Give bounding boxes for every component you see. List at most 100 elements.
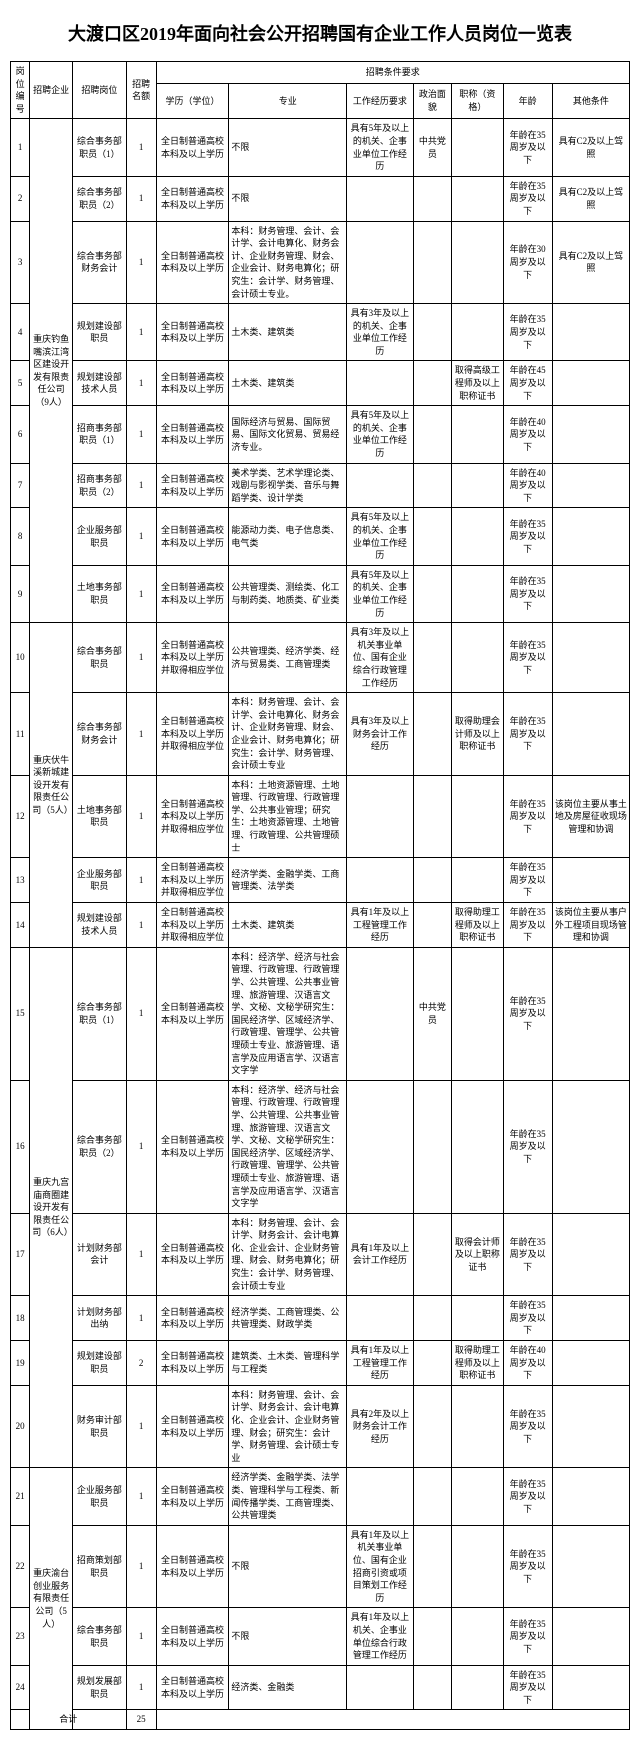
cell-num: 1 — [126, 304, 156, 361]
cell-major: 土木类、建筑类 — [229, 361, 347, 406]
table-row: 10重庆伏牛溪新城建设开发有限责任公司（5人）综合事务部职员1全日制普通高校本科… — [11, 623, 630, 693]
table-row: 15重庆九宫庙商圈建设开发有限责任公司（6人）综合事务部职员（1）1全日制普通高… — [11, 947, 630, 1080]
cell-qual — [452, 1665, 503, 1710]
cell-pol — [413, 1080, 452, 1213]
cell-qual: 取得助理工程师及以上职称证书 — [452, 1341, 503, 1386]
cell-idx: 9 — [11, 565, 30, 622]
cell-major: 经济学类、工商管理类、公共管理类、财政学类 — [229, 1296, 347, 1341]
cell-num: 1 — [126, 1213, 156, 1296]
cell-edu: 全日制普通高校本科及以上学历 — [156, 361, 229, 406]
cell-oth — [552, 1385, 629, 1468]
cell-edu: 全日制普通高校本科及以上学历 — [156, 463, 229, 508]
cell-exp — [347, 1665, 413, 1710]
cell-total-label: 合计 — [11, 1710, 127, 1730]
cell-exp: 具有3年及以上机关事业单位、国有企业综合行政管理工作经历 — [347, 623, 413, 693]
cell-age: 年龄在35周岁及以下 — [503, 565, 552, 622]
cell-exp: 具有1年及以上工程管理工作经历 — [347, 1341, 413, 1386]
cell-num: 1 — [126, 693, 156, 776]
cell-pos: 招商事务部职员（1） — [73, 406, 127, 463]
cell-num: 1 — [126, 221, 156, 304]
cell-qual — [452, 1608, 503, 1665]
table-row: 5规划建设部技术人员1全日制普通高校本科及以上学历土木类、建筑类取得高级工程师及… — [11, 361, 630, 406]
th-other: 其他条件 — [552, 83, 629, 119]
cell-idx: 13 — [11, 858, 30, 903]
cell-pos: 综合事务部职员 — [73, 1608, 127, 1665]
cell-major: 建筑类、土木类、管理科学与工程类 — [229, 1341, 347, 1386]
cell-oth: 具有C2及以上驾照 — [552, 176, 629, 221]
cell-idx: 11 — [11, 693, 30, 776]
cell-idx: 4 — [11, 304, 30, 361]
cell-exp: 具有5年及以上的机关、企事业单位工作经历 — [347, 508, 413, 565]
cell-oth — [552, 693, 629, 776]
cell-age: 年龄在35周岁及以下 — [503, 304, 552, 361]
cell-age: 年龄在35周岁及以下 — [503, 1468, 552, 1525]
cell-idx: 20 — [11, 1385, 30, 1468]
cell-oth — [552, 1341, 629, 1386]
cell-idx: 2 — [11, 176, 30, 221]
cell-edu: 全日制普通高校本科及以上学历 — [156, 221, 229, 304]
cell-idx: 10 — [11, 623, 30, 693]
cell-oth — [552, 1468, 629, 1525]
cell-major: 本科：财务管理、会计、会计学、财务会计、会计电算化、企业会计、企业财务管理、财会… — [229, 1213, 347, 1296]
cell-pos: 综合事务部职员（2） — [73, 176, 127, 221]
cell-pol — [413, 623, 452, 693]
cell-major: 本科：经济学、经济与社会管理、行政管理、行政管理学、公共管理、公共事业管理、旅游… — [229, 947, 347, 1080]
positions-table: 岗位编号 招聘企业 招聘岗位 招聘名额 招聘条件要求 学历（学位） 专业 工作经… — [10, 61, 630, 1730]
cell-edu: 全日制普通高校本科及以上学历并取得相应学位 — [156, 903, 229, 948]
cell-pos: 规划建设部技术人员 — [73, 361, 127, 406]
cell-num: 1 — [126, 1665, 156, 1710]
cell-pos: 企业服务部职员 — [73, 508, 127, 565]
cell-num: 1 — [126, 1296, 156, 1341]
cell-num: 1 — [126, 1080, 156, 1213]
cell-exp: 具有5年及以上的机关、企事业单位工作经历 — [347, 565, 413, 622]
cell-major: 美术学类、艺术学理论类、戏剧与影视学类、音乐与舞蹈学类、设计学类 — [229, 463, 347, 508]
cell-idx: 19 — [11, 1341, 30, 1386]
cell-pol: 中共党员 — [413, 119, 452, 176]
cell-enterprise: 重庆伏牛溪新城建设开发有限责任公司（5人） — [30, 623, 73, 948]
cell-idx: 21 — [11, 1468, 30, 1525]
th-count: 招聘名额 — [126, 62, 156, 119]
table-row: 19规划建设部职员2全日制普通高校本科及以上学历建筑类、土木类、管理科学与工程类… — [11, 1341, 630, 1386]
cell-oth: 该岗位主要从事户外工程项目现场管理和协调 — [552, 903, 629, 948]
cell-idx: 12 — [11, 775, 30, 858]
cell-edu: 全日制普通高校本科及以上学历 — [156, 1468, 229, 1525]
cell-qual — [452, 775, 503, 858]
cell-total-count: 25 — [126, 1710, 156, 1730]
cell-pol — [413, 1341, 452, 1386]
cell-pos: 企业服务部职员 — [73, 1468, 127, 1525]
cell-exp: 具有3年及以上的机关、企事业单位工作经历 — [347, 304, 413, 361]
table-row: 14规划建设部技术人员1全日制普通高校本科及以上学历并取得相应学位土木类、建筑类… — [11, 903, 630, 948]
cell-age: 年龄在35周岁及以下 — [503, 1525, 552, 1608]
cell-idx: 5 — [11, 361, 30, 406]
cell-pol — [413, 221, 452, 304]
cell-idx: 18 — [11, 1296, 30, 1341]
cell-exp — [347, 947, 413, 1080]
cell-age: 年龄在40周岁及以下 — [503, 406, 552, 463]
cell-num: 1 — [126, 947, 156, 1080]
cell-exp — [347, 463, 413, 508]
cell-oth — [552, 508, 629, 565]
table-row: 7招商事务部职员（2）1全日制普通高校本科及以上学历美术学类、艺术学理论类、戏剧… — [11, 463, 630, 508]
cell-edu: 全日制普通高校本科及以上学历 — [156, 508, 229, 565]
cell-edu: 全日制普通高校本科及以上学历 — [156, 119, 229, 176]
cell-major: 经济类、金融类 — [229, 1665, 347, 1710]
cell-pol — [413, 361, 452, 406]
cell-oth — [552, 1525, 629, 1608]
table-row: 6招商事务部职员（1）1全日制普通高校本科及以上学历国际经济与贸易、国际贸易、国… — [11, 406, 630, 463]
cell-major: 本科：财务管理、会计、会计学、会计电算化、财务会计、企业财务管理、财会、企业会计… — [229, 221, 347, 304]
th-major: 专业 — [229, 83, 347, 119]
cell-exp: 具有5年及以上的机关、企事业单位工作经历 — [347, 119, 413, 176]
cell-enterprise: 重庆渝台创业服务有限责任公司（5人） — [30, 1468, 73, 1730]
cell-age: 年龄在35周岁及以下 — [503, 693, 552, 776]
cell-qual — [452, 119, 503, 176]
cell-edu: 全日制普通高校本科及以上学历 — [156, 1608, 229, 1665]
cell-qual — [452, 304, 503, 361]
cell-pos: 综合事务部职员（1） — [73, 119, 127, 176]
cell-age: 年龄在35周岁及以下 — [503, 947, 552, 1080]
cell-major: 不限 — [229, 1525, 347, 1608]
cell-qual — [452, 1525, 503, 1608]
cell-edu: 全日制普通高校本科及以上学历 — [156, 565, 229, 622]
cell-idx: 3 — [11, 221, 30, 304]
cell-pos: 规划建设部职员 — [73, 1341, 127, 1386]
cell-idx: 24 — [11, 1665, 30, 1710]
